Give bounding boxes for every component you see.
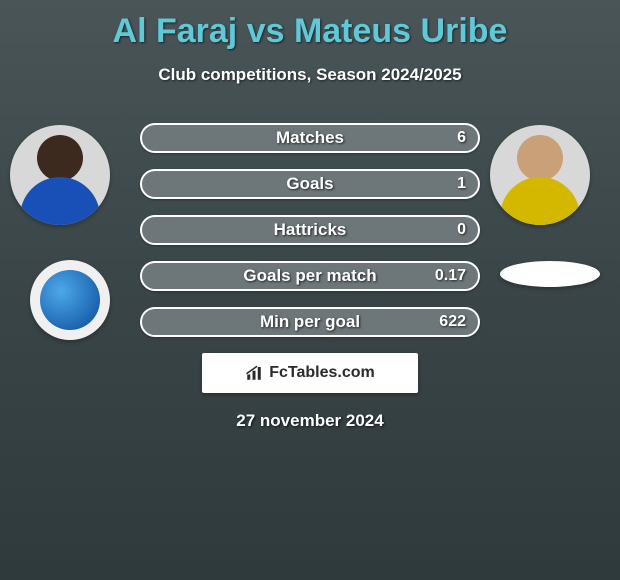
comparison-area: Matches 6 Goals 1 Hattricks 0 Goals per … — [0, 113, 620, 431]
stat-label: Hattricks — [274, 220, 347, 240]
player-left-avatar — [10, 125, 110, 225]
avatar-head-icon — [517, 135, 563, 181]
branding-text: FcTables.com — [269, 364, 375, 382]
stat-right-value: 1 — [457, 175, 466, 193]
stat-label: Min per goal — [260, 312, 360, 332]
stat-row-goals: Goals 1 — [140, 169, 480, 199]
stats-list: Matches 6 Goals 1 Hattricks 0 Goals per … — [140, 113, 480, 337]
stat-right-value: 6 — [457, 129, 466, 147]
branding-badge[interactable]: FcTables.com — [202, 353, 418, 393]
stat-right-value: 0 — [457, 221, 466, 239]
avatar-body-icon — [20, 177, 100, 225]
avatar-body-icon — [500, 177, 580, 225]
stat-row-hattricks: Hattricks 0 — [140, 215, 480, 245]
club-right-badge — [500, 261, 600, 287]
club-left-badge — [30, 260, 110, 340]
stat-label: Goals — [286, 174, 333, 194]
chart-icon — [245, 364, 263, 382]
date-label: 27 november 2024 — [0, 411, 620, 431]
stat-row-matches: Matches 6 — [140, 123, 480, 153]
subtitle: Club competitions, Season 2024/2025 — [0, 65, 620, 85]
page-title: Al Faraj vs Mateus Uribe — [0, 0, 620, 51]
stat-row-goals-per-match: Goals per match 0.17 — [140, 261, 480, 291]
stat-row-min-per-goal: Min per goal 622 — [140, 307, 480, 337]
stat-right-value: 622 — [439, 313, 466, 331]
player-right-avatar — [490, 125, 590, 225]
club-crest-icon — [40, 270, 100, 330]
stat-label: Goals per match — [243, 266, 376, 286]
stat-label: Matches — [276, 128, 344, 148]
stat-right-value: 0.17 — [435, 267, 466, 285]
avatar-head-icon — [37, 135, 83, 181]
